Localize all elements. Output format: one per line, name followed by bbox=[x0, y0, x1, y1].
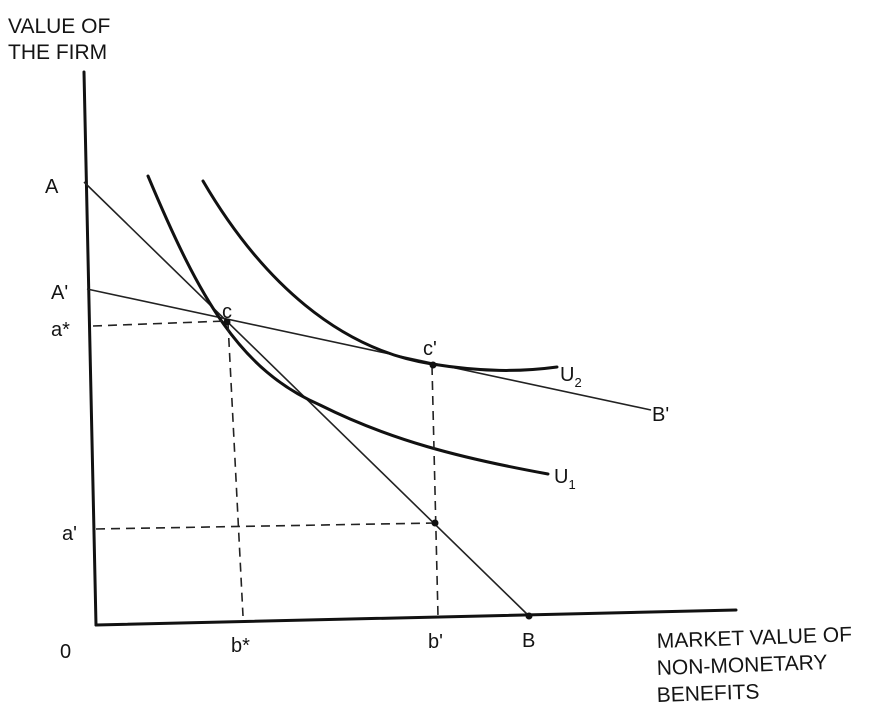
y-axis-title-line2: THE FIRM bbox=[8, 41, 107, 64]
x-axis-title-line2: NON-MONETARY bbox=[656, 651, 827, 680]
label-U2: U2 bbox=[560, 364, 582, 390]
guide-a-prime bbox=[95, 522, 436, 530]
label-U2-sub: 2 bbox=[574, 375, 581, 390]
label-B-prime: B' bbox=[652, 404, 669, 426]
point-c bbox=[223, 318, 231, 326]
x-axis bbox=[94, 608, 738, 627]
label-B: B bbox=[522, 630, 535, 652]
x-axis-title-line1: MARKET VALUE OF bbox=[656, 623, 852, 653]
point-B bbox=[525, 612, 533, 620]
label-c-prime: c' bbox=[423, 338, 437, 360]
label-U2-base: U bbox=[560, 364, 574, 386]
guide-b-star bbox=[227, 322, 244, 617]
label-A-prime: A' bbox=[51, 282, 68, 304]
label-b-star: b* bbox=[231, 635, 250, 657]
label-a-star: a* bbox=[51, 319, 70, 341]
x-axis-title-line3: BENEFITS bbox=[656, 680, 759, 707]
indifference-curve-U2 bbox=[201, 179, 559, 372]
y-axis-title-line1: VALUE OF bbox=[8, 15, 110, 38]
label-U1-sub: 1 bbox=[568, 477, 575, 492]
point-c-prime bbox=[429, 361, 437, 369]
label-a-prime: a' bbox=[62, 523, 77, 545]
indifference-curve-U1 bbox=[146, 174, 550, 476]
label-c: c bbox=[222, 301, 232, 323]
label-origin: 0 bbox=[60, 641, 71, 663]
y-axis bbox=[82, 70, 98, 627]
label-A: A bbox=[45, 176, 59, 198]
point-a-prime-b-prime bbox=[431, 519, 439, 527]
guide-a-star bbox=[92, 320, 227, 327]
label-U1-base: U bbox=[554, 466, 568, 488]
label-b-prime: b' bbox=[428, 631, 443, 653]
label-U1: U1 bbox=[554, 466, 576, 492]
guide-b-prime bbox=[431, 365, 439, 617]
budget-line-AprimeBprime bbox=[86, 288, 652, 411]
